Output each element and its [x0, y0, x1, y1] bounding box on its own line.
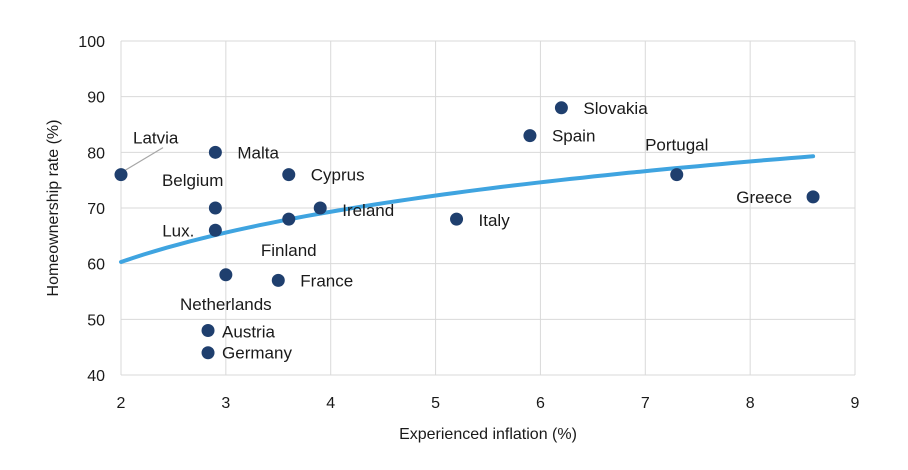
point-belgium [208, 201, 222, 215]
trendline [119, 154, 816, 264]
x-tick-label: 3 [221, 395, 230, 412]
point-labels: Latvia Malta Belgium Lux. Netherlands Austria… [133, 99, 792, 363]
label-portugal: Portugal [645, 136, 708, 155]
y-tick-label: 90 [87, 90, 105, 107]
trendline-group [119, 154, 816, 264]
point-greece [806, 190, 820, 204]
label-germany: Germany [222, 344, 292, 363]
y-tick-label: 60 [87, 257, 105, 274]
label-austria: Austria [222, 322, 275, 341]
point-lux [208, 223, 222, 237]
label-france: France [300, 271, 353, 290]
point-latvia [114, 168, 128, 182]
label-belgium: Belgium [162, 171, 223, 190]
label-slovakia: Slovakia [583, 99, 648, 118]
y-tick-label: 70 [87, 201, 105, 218]
x-axis-ticks: 2 3 4 5 6 7 8 9 [117, 395, 860, 412]
point-portugal [670, 168, 684, 182]
label-latvia: Latvia [133, 129, 179, 148]
point-netherlands [219, 268, 233, 282]
leader-lines [122, 147, 164, 173]
label-malta: Malta [237, 143, 279, 162]
y-tick-label: 80 [87, 145, 105, 162]
y-tick-label: 40 [87, 368, 105, 385]
x-tick-label: 9 [851, 395, 860, 412]
point-finland [282, 212, 296, 226]
label-ireland: Ireland [342, 201, 394, 220]
point-germany [201, 346, 215, 360]
x-tick-label: 8 [746, 395, 755, 412]
y-tick-label: 50 [87, 312, 105, 329]
point-italy [450, 212, 464, 226]
x-tick-label: 7 [641, 395, 650, 412]
x-tick-label: 4 [326, 395, 335, 412]
point-spain [523, 129, 537, 143]
point-france [271, 273, 285, 287]
label-finland: Finland [261, 241, 317, 260]
leader-line-latvia [122, 147, 164, 173]
label-netherlands: Netherlands [180, 295, 272, 314]
y-tick-label: 100 [78, 34, 105, 51]
label-lux: Lux. [162, 221, 194, 240]
point-austria [201, 323, 215, 337]
y-axis-title: Homeownership rate (%) [45, 120, 62, 297]
label-cyprus: Cyprus [311, 166, 365, 185]
point-malta [208, 145, 222, 159]
x-tick-label: 2 [117, 395, 126, 412]
y-axis-ticks: 40 50 60 70 80 90 100 [78, 34, 105, 385]
x-tick-label: 5 [431, 395, 440, 412]
label-spain: Spain [552, 127, 595, 146]
label-greece: Greece [736, 188, 792, 207]
x-axis-title: Experienced inflation (%) [399, 426, 577, 443]
x-tick-label: 6 [536, 395, 545, 412]
data-points [114, 101, 820, 360]
point-slovakia [554, 101, 568, 115]
gridlines [120, 40, 856, 376]
point-cyprus [282, 168, 296, 182]
label-italy: Italy [479, 211, 511, 230]
point-ireland [313, 201, 327, 215]
